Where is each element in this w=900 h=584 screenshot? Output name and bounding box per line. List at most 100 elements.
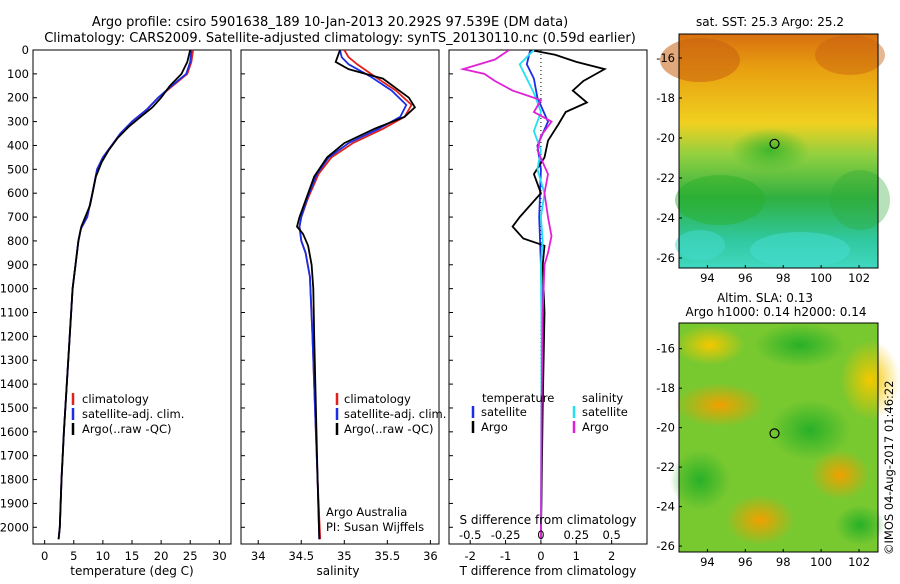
sst-map-title: sat. SST: 25.3 Argo: 25.2 [696,15,844,29]
map-x-tick-label: 94 [700,271,715,285]
y-tick-label: 900 [7,258,29,272]
x-tick-label: 1 [573,549,580,563]
y-tick-label: 1100 [0,306,29,320]
legend-label-climatology: climatology [344,392,411,406]
map-x-tick-label: 100 [810,555,832,569]
difference-lines [459,50,608,544]
temperature-plot-frame [32,49,232,545]
y-tick-label: 200 [7,91,29,105]
y-tick-label: 500 [7,162,29,176]
difference-legend: temperature satellite Argo salinity sate… [471,391,628,434]
y-tick-label: 600 [7,186,29,200]
legend-label-s-satellite: satellite [582,405,628,419]
y-tick-label: 400 [7,138,29,152]
map-y-tick-label: -24 [656,211,675,225]
x-top-tick-label: -0.5 [459,528,481,542]
difference-xlabel: T difference from climatology [459,564,637,578]
legend-label-satellite: satellite-adj. clim. [344,407,446,421]
legend-label-t-satellite: satellite [481,405,527,419]
x-top-tick-label: 0.5 [602,528,620,542]
legend-title-salinity: salinity [582,391,623,405]
x-tick-label: -2 [464,549,475,563]
x-tick-label: 2 [608,549,615,563]
map-y-tick-label: -18 [656,91,675,105]
x-tick-label: 25 [183,549,198,563]
series-line-s-argo [459,50,553,540]
map-x-tick-label: 102 [848,555,870,569]
map-y-tick-label: -22 [656,171,675,185]
legend-label-climatology: climatology [82,392,149,406]
series-line-t-argo [511,50,608,540]
legend-title-temperature: temperature [482,391,554,405]
map-y-tick-label: -20 [656,421,675,435]
x-tick-label: 15 [125,549,140,563]
header-line1: Argo profile: csiro 5901638_189 10-Jan-2… [92,15,568,30]
salinity-lines [296,50,417,540]
temperature-legend: climatology satellite-adj. clim. Argo(..… [71,392,184,436]
y-tick-label: 700 [7,210,29,224]
map-y-tick-label: -26 [656,539,675,553]
difference-x-axes: -2 -1 0 1 2 -0.5 -0.25 0 0.25 0.5 [459,528,621,563]
y-tick-label: 1700 [0,449,29,463]
y-tick-label: 1400 [0,377,29,391]
temperature-xlabel: temperature (deg C) [70,564,193,578]
y-tick-label: 1000 [0,282,29,296]
map-y-tick-label: -26 [656,251,675,265]
x-tick-label: -1 [500,549,511,563]
x-tick-label: 10 [96,549,111,563]
x-top-tick-label: -0.25 [491,528,521,542]
x-top-tick-label: 0 [537,528,544,542]
difference-plot-frame [448,49,648,545]
pi-annotation-line2: PI: Susan Wijffels [326,520,424,534]
y-tick-label: 1600 [0,425,29,439]
y-tick-label: 1300 [0,353,29,367]
sla-map-frame [678,322,879,553]
y-tick-label: 300 [7,115,29,129]
x-tick-label: 36 [423,549,438,563]
map-x-tick-label: 98 [776,271,791,285]
map-x-tick-label: 100 [810,271,832,285]
x-tick-label: 35 [337,549,352,563]
sst-map-axes: 94 96 98 100 102 -16 -18 -20 -22 -24 -26 [656,51,870,285]
map-y-tick-label: -24 [656,500,675,514]
series-line-argo-raw-qc- [296,50,417,540]
salinity-legend: climatology satellite-adj. clim. Argo(..… [335,392,446,436]
map-y-tick-label: -16 [656,51,675,65]
sst-map-image [660,34,890,268]
y-tick-label: 1800 [0,473,29,487]
temperature-x-axis: 0 5 10 15 20 25 30 [41,540,227,563]
x-tick-label: 35.5 [375,549,401,563]
salinity-plot-frame [240,49,440,545]
difference-xlabel-top: S difference from climatology [460,513,637,527]
series-line-s-satellite [518,50,546,540]
x-tick-label: 5 [70,549,77,563]
x-tick-label: 0 [41,549,48,563]
map-y-tick-label: -16 [656,342,675,356]
sst-map-frame [678,33,879,269]
map-y-tick-label: -18 [656,381,675,395]
y-tick-label: 2000 [0,520,29,534]
temperature-lines [57,50,194,540]
y-tick-label: 800 [7,234,29,248]
legend-label-s-argo: Argo [582,420,609,434]
map-x-tick-label: 96 [738,271,753,285]
map-x-tick-label: 102 [848,271,870,285]
x-tick-label: 30 [212,549,227,563]
argo-location-marker [769,138,780,149]
legend-label-argo: Argo(..raw -QC) [82,422,172,436]
y-tick-label: 1200 [0,329,29,343]
depth-axis: 0 100 200 300 400 500 600 700 800 900 1000 1100 1200… [0,43,453,534]
y-tick-label: 100 [7,67,29,81]
map-y-tick-label: -22 [656,460,675,474]
map-x-tick-label: 94 [700,555,715,569]
x-tick-label: 0 [537,549,544,563]
y-tick-label: 0 [22,43,29,57]
salinity-x-axis: 34 34.5 35 35.5 36 [251,540,438,563]
map-x-tick-label: 98 [776,555,791,569]
map-y-tick-label: -20 [656,131,675,145]
sla-map-image [670,323,900,552]
salinity-xlabel: salinity [316,564,359,578]
header-line2: Climatology: CARS2009. Satellite-adjuste… [44,31,636,46]
imos-stamp: ©IMOS 04-Aug-2017 01:46:22 [882,380,896,555]
